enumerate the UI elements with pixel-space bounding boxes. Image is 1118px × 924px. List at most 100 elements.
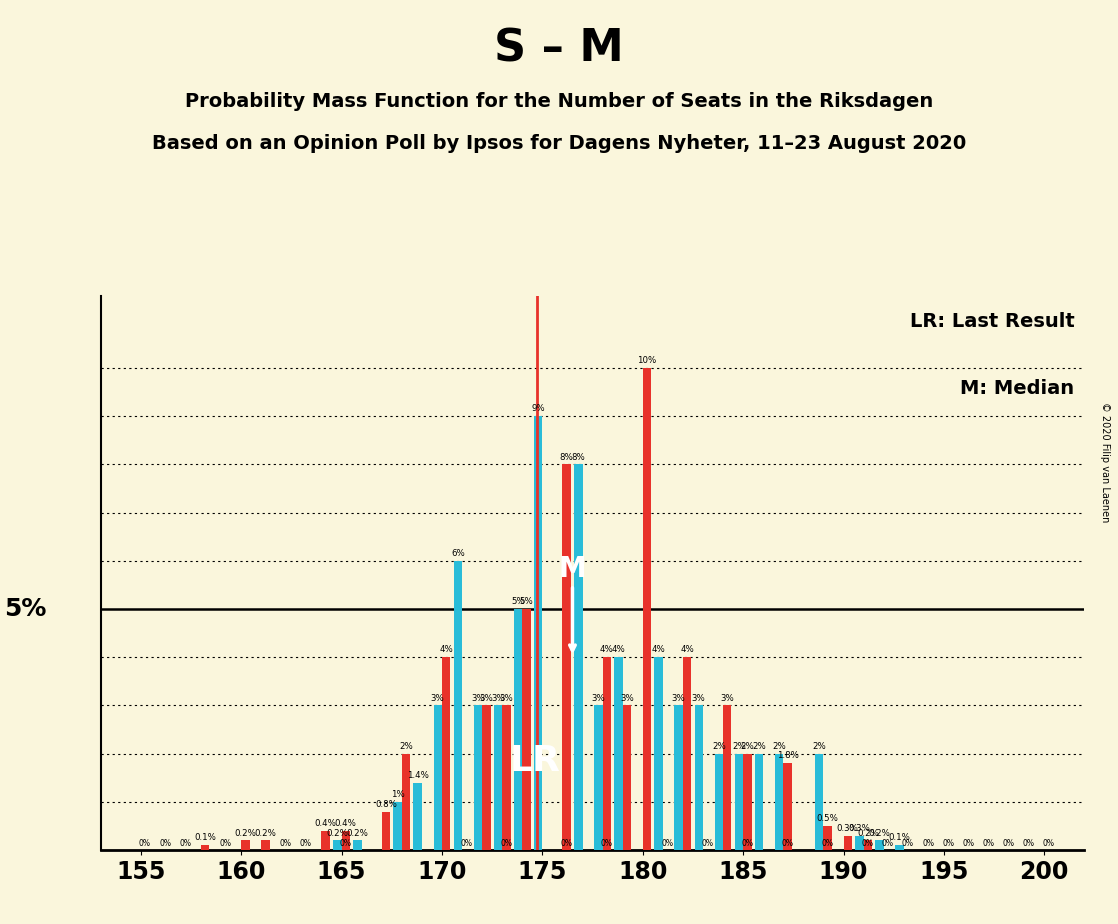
- Text: 8%: 8%: [571, 453, 585, 461]
- Bar: [322, 831, 330, 850]
- Text: 4%: 4%: [652, 645, 665, 654]
- Text: 0.3%: 0.3%: [849, 823, 870, 833]
- Bar: [743, 754, 751, 850]
- Text: 3%: 3%: [620, 694, 634, 702]
- Bar: [494, 705, 502, 850]
- Text: 9%: 9%: [531, 405, 544, 413]
- Bar: [623, 705, 631, 850]
- Bar: [201, 845, 209, 850]
- Bar: [896, 845, 903, 850]
- Text: 10%: 10%: [637, 356, 656, 365]
- Bar: [474, 705, 482, 850]
- Bar: [775, 754, 784, 850]
- Text: 0%: 0%: [600, 839, 613, 848]
- Text: 0%: 0%: [741, 839, 754, 848]
- Text: 0.2%: 0.2%: [326, 829, 349, 837]
- Text: 3%: 3%: [480, 694, 493, 702]
- Bar: [562, 465, 571, 850]
- Text: 0%: 0%: [661, 839, 673, 848]
- Bar: [654, 657, 663, 850]
- Bar: [855, 835, 863, 850]
- Text: 2%: 2%: [732, 742, 746, 751]
- Bar: [522, 609, 531, 850]
- Bar: [333, 841, 342, 850]
- Bar: [714, 754, 723, 850]
- Text: 0.2%: 0.2%: [255, 829, 276, 837]
- Text: 0%: 0%: [963, 839, 974, 848]
- Text: 3%: 3%: [672, 694, 685, 702]
- Text: 0.2%: 0.2%: [235, 829, 256, 837]
- Text: LR: LR: [510, 744, 561, 778]
- Bar: [863, 841, 872, 850]
- Bar: [875, 841, 883, 850]
- Text: 0%: 0%: [159, 839, 171, 848]
- Bar: [414, 783, 421, 850]
- Bar: [735, 754, 743, 850]
- Text: 0%: 0%: [882, 839, 894, 848]
- Text: 0%: 0%: [139, 839, 151, 848]
- Bar: [482, 705, 491, 850]
- Text: LR: Last Result: LR: Last Result: [910, 312, 1074, 332]
- Text: 5%: 5%: [4, 597, 47, 621]
- Text: 0.4%: 0.4%: [315, 819, 337, 828]
- Text: 0.2%: 0.2%: [869, 829, 890, 837]
- Bar: [241, 841, 249, 850]
- Text: 0.1%: 0.1%: [195, 833, 216, 843]
- Text: 5%: 5%: [520, 597, 533, 606]
- Text: 0%: 0%: [219, 839, 231, 848]
- Text: 0%: 0%: [1003, 839, 1014, 848]
- Bar: [514, 609, 522, 850]
- Bar: [723, 705, 731, 850]
- Bar: [401, 754, 410, 850]
- Bar: [674, 705, 683, 850]
- Text: 4%: 4%: [680, 645, 694, 654]
- Text: 0%: 0%: [1042, 839, 1054, 848]
- Text: 5%: 5%: [511, 597, 525, 606]
- Text: 8%: 8%: [560, 453, 574, 461]
- Bar: [434, 705, 442, 850]
- Text: 0%: 0%: [280, 839, 292, 848]
- Bar: [534, 416, 542, 850]
- Text: 3%: 3%: [471, 694, 485, 702]
- Bar: [603, 657, 612, 850]
- Text: 0.8%: 0.8%: [375, 799, 397, 808]
- Text: 0%: 0%: [922, 839, 934, 848]
- Text: 3%: 3%: [720, 694, 735, 702]
- Text: S – M: S – M: [494, 28, 624, 71]
- Text: 1.4%: 1.4%: [407, 771, 428, 780]
- Text: M: Median: M: Median: [960, 379, 1074, 398]
- Bar: [262, 841, 269, 850]
- Text: 2%: 2%: [399, 742, 413, 751]
- Bar: [683, 657, 691, 850]
- Text: © 2020 Filip van Laenen: © 2020 Filip van Laenen: [1100, 402, 1110, 522]
- Bar: [843, 835, 852, 850]
- Text: 2%: 2%: [712, 742, 726, 751]
- Bar: [442, 657, 451, 850]
- Text: 0%: 0%: [781, 839, 794, 848]
- Bar: [824, 826, 832, 850]
- Text: 0%: 0%: [501, 839, 512, 848]
- Bar: [594, 705, 603, 850]
- Text: 1%: 1%: [390, 790, 405, 799]
- Text: 0.2%: 0.2%: [856, 829, 879, 837]
- Text: 1.8%: 1.8%: [777, 751, 798, 760]
- Text: 3%: 3%: [491, 694, 505, 702]
- Bar: [454, 561, 462, 850]
- Bar: [502, 705, 511, 850]
- Text: 0%: 0%: [942, 839, 954, 848]
- Text: 0%: 0%: [560, 839, 572, 848]
- Text: 3%: 3%: [430, 694, 445, 702]
- Text: 3%: 3%: [692, 694, 705, 702]
- Text: Probability Mass Function for the Number of Seats in the Riksdagen: Probability Mass Function for the Number…: [184, 92, 934, 112]
- Text: 0%: 0%: [902, 839, 915, 848]
- Text: 2%: 2%: [752, 742, 766, 751]
- Bar: [353, 841, 361, 850]
- Text: 2%: 2%: [773, 742, 786, 751]
- Text: 0.4%: 0.4%: [334, 819, 357, 828]
- Bar: [784, 763, 792, 850]
- Text: 6%: 6%: [451, 549, 465, 558]
- Bar: [643, 368, 651, 850]
- Text: 0%: 0%: [701, 839, 713, 848]
- Text: 0%: 0%: [983, 839, 994, 848]
- Bar: [694, 705, 703, 850]
